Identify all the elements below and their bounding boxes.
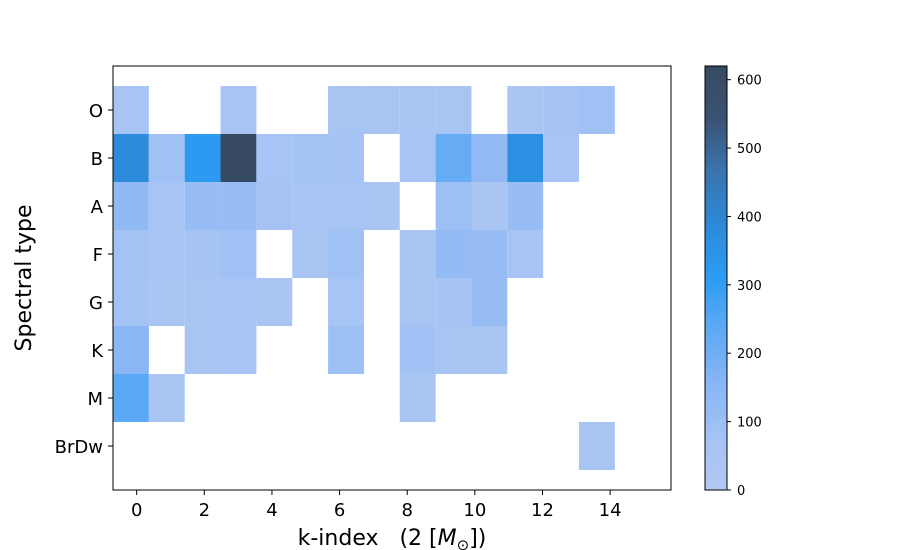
heatmap-cell (399, 374, 436, 422)
colorbar-tick-label: 200 (737, 347, 762, 362)
heatmap-cell (184, 326, 221, 374)
heatmap-cell (220, 134, 257, 182)
heatmap-cell (399, 134, 436, 182)
heatmap-cell (220, 86, 257, 134)
heatmap-cell (113, 230, 149, 278)
heatmap-cell (328, 182, 364, 230)
heatmap-cell (435, 134, 472, 182)
heatmap-cell (435, 326, 472, 374)
heatmap-cell (543, 86, 580, 134)
colorbar (705, 66, 727, 490)
heatmap-cell (113, 134, 149, 182)
heatmap-cell (435, 230, 472, 278)
x-tick-label: 12 (531, 500, 554, 521)
heatmap-cell (220, 230, 257, 278)
heatmap-cell (113, 182, 149, 230)
y-axis-label: Spectral type (12, 205, 37, 352)
heatmap-cell (184, 182, 221, 230)
heatmap-cell (148, 278, 185, 326)
x-tick-label: 10 (463, 500, 486, 521)
heatmap-cell (113, 278, 149, 326)
heatmap-cell (471, 326, 508, 374)
x-tick-label: 4 (266, 500, 277, 521)
x-tick-label: 14 (599, 500, 622, 521)
heatmap-cell (148, 182, 185, 230)
heatmap-cells (113, 86, 615, 470)
y-tick-label: A (91, 197, 104, 218)
heatmap-cell (507, 230, 544, 278)
heatmap-cell (543, 134, 580, 182)
y-tick-label: BrDw (55, 437, 103, 458)
heatmap-cell (292, 182, 329, 230)
heatmap-cell (256, 182, 293, 230)
heatmap-cell (328, 86, 364, 134)
heatmap-cell (399, 278, 436, 326)
heatmap-cell (184, 278, 221, 326)
heatmap-cell (471, 230, 508, 278)
y-tick-label: G (89, 293, 103, 314)
colorbar-frame (704, 65, 728, 491)
colorbar-tick-label: 400 (737, 210, 762, 225)
x-tick-label: 2 (199, 500, 210, 521)
heatmap-cell (184, 230, 221, 278)
colorbar-tick-label: 300 (737, 279, 762, 294)
heatmap-cell (435, 182, 472, 230)
heatmap-cell (148, 230, 185, 278)
heatmap-cell (363, 86, 400, 134)
heatmap-cell (292, 230, 329, 278)
heatmap-cell (435, 278, 472, 326)
colorbar-ticks: 0 100 200 300 400 500 600 (727, 74, 762, 499)
heatmap-cell (328, 326, 364, 374)
heatmap-cell (220, 326, 257, 374)
y-tick-label: K (91, 341, 104, 362)
heatmap-cell (507, 86, 544, 134)
x-axis-label: k-index (2 [M⊙]) (298, 526, 487, 550)
heatmap-cell (113, 374, 149, 422)
heatmap-cell (256, 278, 293, 326)
heatmap-cell (220, 278, 257, 326)
colorbar-tick-label: 100 (737, 416, 762, 431)
x-axis-ticks: 0 2 4 6 8 10 12 14 (131, 490, 622, 521)
heatmap-cell (148, 374, 185, 422)
x-tick-label: 0 (131, 500, 142, 521)
x-tick-label: 8 (401, 500, 412, 521)
heatmap-cell (471, 278, 508, 326)
colorbar-tick-label: 600 (737, 74, 762, 89)
plot-frame (112, 65, 672, 491)
heatmap-cell (507, 182, 544, 230)
heatmap-cell (435, 86, 472, 134)
colorbar-tick-label: 500 (737, 142, 762, 157)
heatmap-cell (184, 134, 221, 182)
heatmap-cell (328, 278, 364, 326)
heatmap-cell (471, 182, 508, 230)
heatmap-cell (399, 230, 436, 278)
heatmap-cell (113, 326, 149, 374)
heatmap-cell (113, 86, 149, 134)
y-tick-label: M (87, 389, 103, 410)
heatmap-cell (579, 422, 615, 470)
heatmap-cell (328, 134, 364, 182)
heatmap-cell (256, 134, 293, 182)
heatmap-cell (292, 134, 329, 182)
heatmap-cell (399, 326, 436, 374)
heatmap-cell (399, 86, 436, 134)
heatmap-cell (220, 182, 257, 230)
heatmap-cell (507, 134, 544, 182)
heatmap-cell (148, 134, 185, 182)
y-tick-label: B (91, 149, 103, 170)
y-tick-label: F (93, 245, 103, 266)
colorbar-tick-label: 0 (737, 484, 745, 499)
heatmap-cell (579, 86, 615, 134)
heatmap-cell (363, 182, 400, 230)
heatmap-cell (471, 134, 508, 182)
heatmap-cell (328, 230, 364, 278)
y-tick-label: O (89, 101, 103, 122)
x-tick-label: 6 (334, 500, 345, 521)
y-axis-ticks: O B A F G K M BrDw (55, 101, 113, 458)
